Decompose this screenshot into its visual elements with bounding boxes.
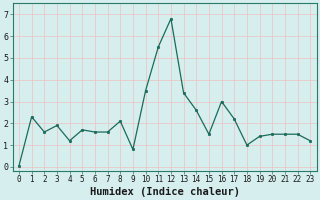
X-axis label: Humidex (Indice chaleur): Humidex (Indice chaleur) [90, 186, 240, 197]
